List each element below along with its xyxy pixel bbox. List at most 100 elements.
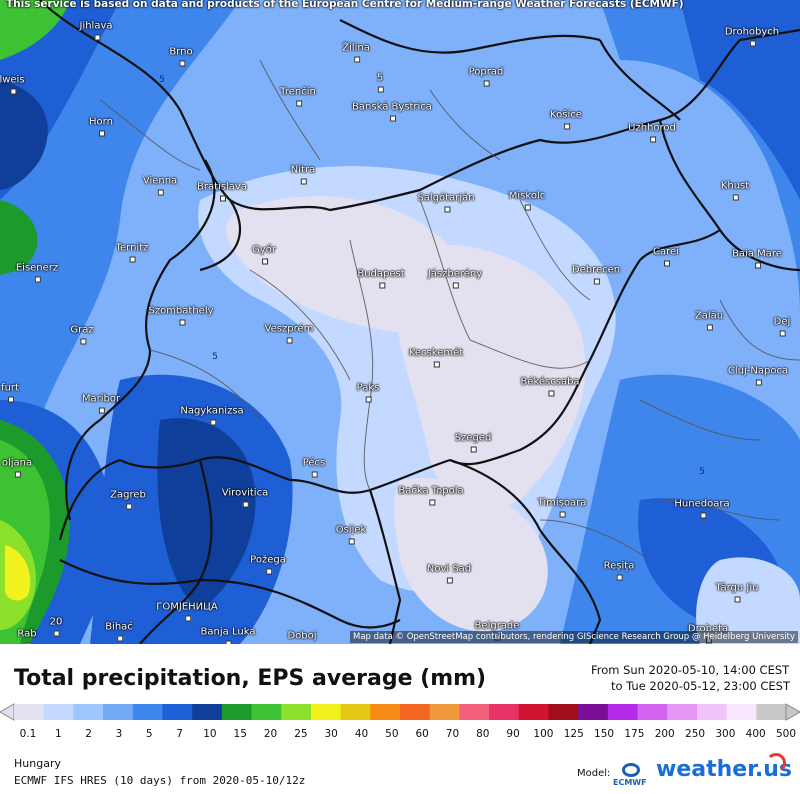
colorbar-swatch — [103, 704, 134, 720]
precipitation-map[interactable]: This service is based on data and produc… — [0, 0, 800, 644]
colorbar-tick-label: 175 — [624, 728, 645, 740]
city-label: 20 — [49, 616, 63, 637]
city-label: Jihlava — [79, 20, 113, 41]
colorbar-tick-label: 90 — [506, 728, 520, 740]
city-label: 5 — [376, 72, 385, 93]
city-label: Poprad — [468, 66, 504, 87]
city-label: Bihać — [105, 621, 133, 642]
city-label: Ternitz — [115, 242, 149, 263]
colorbar-tick-label: 80 — [476, 728, 490, 740]
city-label: Pécs — [302, 457, 326, 478]
city-label: Uzhhorod — [628, 122, 676, 143]
colorbar-tick-label: 10 — [203, 728, 217, 740]
city-label: Carei — [653, 246, 679, 267]
city-label: Osijek — [335, 524, 367, 545]
period-to: to Tue 2020-05-12, 23:00 CEST — [610, 679, 790, 693]
colorbar-tick-label: 20 — [263, 728, 278, 740]
colorbar-tick-label: 60 — [415, 728, 429, 740]
weather-us-logo[interactable]: weather.us — [656, 753, 792, 782]
colorbar-swatch — [696, 704, 728, 720]
city-label: Trenčín — [280, 86, 316, 107]
colorbar-min-arrow — [0, 703, 15, 721]
colorbar-swatch — [370, 704, 401, 720]
colorbar-swatch — [281, 704, 312, 720]
colorbar-swatch — [518, 704, 549, 720]
city-label: Budapest — [357, 268, 405, 289]
colorbar-swatch — [14, 704, 45, 720]
ecmwf-logo-icon — [622, 763, 640, 777]
city-label: Novi Sad — [426, 563, 472, 584]
city-label: Paks — [356, 382, 380, 403]
colorbar-tick-label: 150 — [594, 728, 615, 740]
ecmwf-logo-text: ECMWF — [613, 778, 647, 787]
city-label: Târgu Jiu — [715, 582, 759, 603]
colorbar-swatch — [43, 704, 74, 720]
city-label: Eisenerz — [15, 262, 59, 283]
city-label: Salgótarján — [417, 192, 475, 213]
colorbar-swatch — [251, 704, 282, 720]
city-label: Szombathely — [148, 305, 214, 326]
colorbar-tick-label: 25 — [294, 728, 308, 740]
city-label: Nitra — [290, 164, 316, 185]
city-label: Khust — [720, 180, 750, 201]
ecmwf-notice-banner: This service is based on data and produc… — [6, 0, 684, 10]
colorbar-swatch — [607, 704, 639, 720]
city-label: Banská Bystrica — [352, 101, 432, 122]
contour-label: 5 — [212, 352, 218, 362]
city-label: Hunedoara — [674, 498, 730, 519]
colorbar-swatch — [73, 704, 104, 720]
colorbar-tick-label: 7 — [176, 728, 183, 740]
model-run-info: ECMWF IFS HRES (10 days) from 2020-05-10… — [14, 774, 306, 787]
city-label: ГОМЈЕНИЦА — [156, 601, 218, 622]
brand-swoosh-icon — [766, 753, 786, 773]
city-label: Košice — [550, 109, 582, 130]
city-label: Baia Mare — [732, 248, 782, 269]
contour-label: 5 — [699, 467, 705, 477]
colorbar-tick-label: 1 — [54, 728, 62, 740]
colorbar-tick-label: 0.1 — [19, 728, 37, 740]
colorbar-tick-label: 200 — [654, 728, 675, 740]
map-attribution[interactable]: Map data © OpenStreetMap contributors, r… — [350, 631, 798, 643]
ecmwf-logo[interactable]: ECMWF — [613, 763, 649, 789]
city-label: Miskolc — [508, 190, 546, 211]
city-label: Cluj-Napoca — [727, 365, 789, 386]
colorbar-swatch — [340, 704, 371, 720]
colorbar-swatch — [162, 704, 193, 720]
region-name: Hungary — [14, 757, 61, 770]
city-label: Győr — [252, 244, 276, 265]
colorbar-swatch — [667, 704, 698, 720]
city-label: Drohobych — [724, 26, 780, 47]
city-label: Horn — [89, 116, 113, 137]
colorbar-ticks: 0.1 1 2 3 5 7 10 15 20 25 30 40 50 60 70 80 90 100 125 150 1… — [0, 728, 800, 744]
colorbar-tick-label: 15 — [233, 728, 247, 740]
legend-title: Total precipitation, EPS average (mm) — [14, 666, 487, 691]
city-label: furt — [1, 382, 19, 403]
city-label: Vienna — [142, 175, 178, 196]
colorbar-swatch — [429, 704, 460, 720]
city-label: Bačka Topola — [398, 485, 464, 506]
model-label: Model: — [577, 768, 611, 779]
city-label: Drobeta — [687, 623, 729, 644]
city-label: Kecskemét — [408, 347, 464, 368]
city-label: Belgrade — [474, 620, 520, 641]
city-label: oljana — [1, 457, 33, 478]
city-label: Doboj — [287, 630, 317, 642]
colorbar-swatch — [578, 704, 609, 720]
colorbar-swatch — [192, 704, 223, 720]
city-label: Banja Luka — [200, 626, 256, 644]
colorbar-tick-label: 70 — [445, 728, 460, 740]
city-label: Požega — [250, 554, 286, 575]
colorbar-tick-label: 2 — [85, 728, 92, 740]
colorbar-tick-label: 100 — [533, 728, 554, 740]
map-base — [0, 0, 800, 644]
city-label: Jászberény — [427, 268, 483, 289]
city-label: Veszprém — [264, 323, 314, 344]
colorbar-swatch — [221, 704, 253, 720]
colorbar-tick-label: 500 — [775, 728, 797, 740]
city-label: Maribor — [81, 393, 121, 414]
colorbar-swatch — [548, 704, 579, 720]
city-label: Zalău — [694, 310, 724, 331]
colorbar-tick-label: 125 — [563, 728, 584, 740]
city-label: Dej — [773, 316, 791, 337]
city-label: Rab — [17, 628, 37, 644]
